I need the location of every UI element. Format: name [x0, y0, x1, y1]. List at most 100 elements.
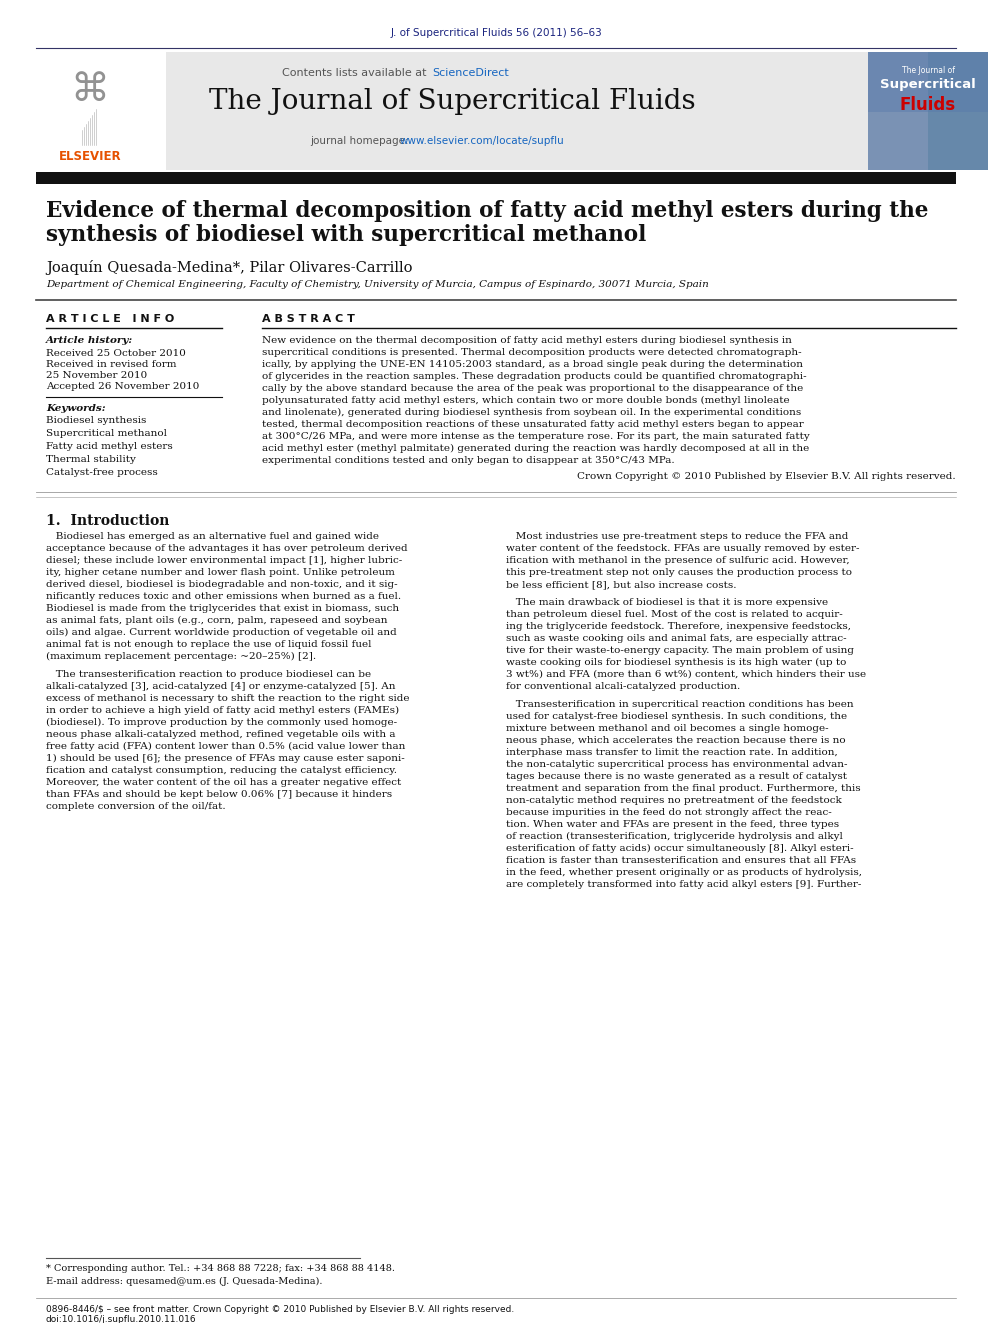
- FancyBboxPatch shape: [36, 52, 868, 169]
- Text: excess of methanol is necessary to shift the reaction to the right side: excess of methanol is necessary to shift…: [46, 695, 410, 703]
- Text: Supercritical: Supercritical: [880, 78, 976, 91]
- Text: A B S T R A C T: A B S T R A C T: [262, 314, 355, 324]
- FancyBboxPatch shape: [36, 172, 956, 184]
- Text: Most industries use pre-treatment steps to reduce the FFA and: Most industries use pre-treatment steps …: [506, 532, 848, 541]
- Text: Contents lists available at: Contents lists available at: [282, 67, 430, 78]
- Text: ⌘: ⌘: [70, 71, 109, 108]
- Text: Biodiesel has emerged as an alternative fuel and gained wide: Biodiesel has emerged as an alternative …: [46, 532, 379, 541]
- Text: doi:10.1016/j.supflu.2010.11.016: doi:10.1016/j.supflu.2010.11.016: [46, 1315, 196, 1323]
- FancyBboxPatch shape: [868, 52, 988, 169]
- Text: free fatty acid (FFA) content lower than 0.5% (acid value lower than: free fatty acid (FFA) content lower than…: [46, 742, 406, 751]
- Text: synthesis of biodiesel with supercritical methanol: synthesis of biodiesel with supercritica…: [46, 224, 646, 246]
- Text: acceptance because of the advantages it has over petroleum derived: acceptance because of the advantages it …: [46, 544, 408, 553]
- Text: diesel; these include lower environmental impact [1], higher lubric-: diesel; these include lower environmenta…: [46, 556, 402, 565]
- Text: Supercritical methanol: Supercritical methanol: [46, 429, 167, 438]
- Text: The Journal of Supercritical Fluids: The Journal of Supercritical Fluids: [208, 89, 695, 115]
- Text: as animal fats, plant oils (e.g., corn, palm, rapeseed and soybean: as animal fats, plant oils (e.g., corn, …: [46, 617, 388, 626]
- Text: 1) should be used [6]; the presence of FFAs may cause ester saponi-: 1) should be used [6]; the presence of F…: [46, 754, 405, 763]
- Text: waste cooking oils for biodiesel synthesis is its high water (up to: waste cooking oils for biodiesel synthes…: [506, 658, 846, 667]
- Text: www.elsevier.com/locate/supflu: www.elsevier.com/locate/supflu: [400, 136, 564, 146]
- Text: E-mail address: quesamed@um.es (J. Quesada-Medina).: E-mail address: quesamed@um.es (J. Quesa…: [46, 1277, 322, 1286]
- FancyBboxPatch shape: [36, 52, 166, 169]
- Text: this pre-treatment step not only causes the production process to: this pre-treatment step not only causes …: [506, 568, 852, 577]
- FancyBboxPatch shape: [868, 52, 928, 169]
- Text: the non-catalytic supercritical process has environmental advan-: the non-catalytic supercritical process …: [506, 759, 847, 769]
- Text: neous phase alkali-catalyzed method, refined vegetable oils with a: neous phase alkali-catalyzed method, ref…: [46, 730, 396, 740]
- Text: oils) and algae. Current worldwide production of vegetable oil and: oils) and algae. Current worldwide produ…: [46, 628, 397, 638]
- Text: A R T I C L E   I N F O: A R T I C L E I N F O: [46, 314, 175, 324]
- Text: tested, thermal decomposition reactions of these unsaturated fatty acid methyl e: tested, thermal decomposition reactions …: [262, 419, 804, 429]
- Text: Department of Chemical Engineering, Faculty of Chemistry, University of Murcia, : Department of Chemical Engineering, Facu…: [46, 280, 708, 288]
- Text: Thermal stability: Thermal stability: [46, 455, 136, 464]
- Text: Evidence of thermal decomposition of fatty acid methyl esters during the: Evidence of thermal decomposition of fat…: [46, 200, 929, 222]
- Text: ity, higher cetane number and lower flash point. Unlike petroleum: ity, higher cetane number and lower flas…: [46, 568, 395, 577]
- Text: be less efficient [8], but also increase costs.: be less efficient [8], but also increase…: [506, 579, 736, 589]
- Text: at 300°C/26 MPa, and were more intense as the temperature rose. For its part, th: at 300°C/26 MPa, and were more intense a…: [262, 433, 809, 441]
- Text: ically, by applying the UNE-EN 14105:2003 standard, as a broad single peak durin: ically, by applying the UNE-EN 14105:200…: [262, 360, 803, 369]
- Text: (biodiesel). To improve production by the commonly used homoge-: (biodiesel). To improve production by th…: [46, 718, 397, 728]
- Text: animal fat is not enough to replace the use of liquid fossil fuel: animal fat is not enough to replace the …: [46, 640, 371, 650]
- Text: 25 November 2010: 25 November 2010: [46, 370, 147, 380]
- Text: because impurities in the feed do not strongly affect the reac-: because impurities in the feed do not st…: [506, 808, 831, 818]
- Text: complete conversion of the oil/fat.: complete conversion of the oil/fat.: [46, 802, 225, 811]
- Text: of reaction (transesterification, triglyceride hydrolysis and alkyl: of reaction (transesterification, trigly…: [506, 832, 843, 841]
- Text: alkali-catalyzed [3], acid-catalyzed [4] or enzyme-catalyzed [5]. An: alkali-catalyzed [3], acid-catalyzed [4]…: [46, 681, 396, 691]
- Text: nificantly reduces toxic and other emissions when burned as a fuel.: nificantly reduces toxic and other emiss…: [46, 591, 401, 601]
- Text: acid methyl ester (methyl palmitate) generated during the reaction was hardly de: acid methyl ester (methyl palmitate) gen…: [262, 445, 809, 452]
- Text: * Corresponding author. Tel.: +34 868 88 7228; fax: +34 868 88 4148.: * Corresponding author. Tel.: +34 868 88…: [46, 1263, 395, 1273]
- Text: are completely transformed into fatty acid alkyl esters [9]. Further-: are completely transformed into fatty ac…: [506, 880, 861, 889]
- Text: Fatty acid methyl esters: Fatty acid methyl esters: [46, 442, 173, 451]
- Text: Biodiesel synthesis: Biodiesel synthesis: [46, 415, 147, 425]
- Text: neous phase, which accelerates the reaction because there is no: neous phase, which accelerates the react…: [506, 736, 845, 745]
- Text: Article history:: Article history:: [46, 336, 133, 345]
- Text: journal homepage:: journal homepage:: [310, 136, 412, 146]
- Text: than FFAs and should be kept below 0.06% [7] because it hinders: than FFAs and should be kept below 0.06%…: [46, 790, 392, 799]
- Text: fication and catalyst consumption, reducing the catalyst efficiency.: fication and catalyst consumption, reduc…: [46, 766, 397, 775]
- Text: in order to achieve a high yield of fatty acid methyl esters (FAMEs): in order to achieve a high yield of fatt…: [46, 706, 399, 716]
- Text: Accepted 26 November 2010: Accepted 26 November 2010: [46, 382, 199, 392]
- Text: such as waste cooking oils and animal fats, are especially attrac-: such as waste cooking oils and animal fa…: [506, 634, 846, 643]
- Text: Transesterification in supercritical reaction conditions has been: Transesterification in supercritical rea…: [506, 700, 854, 709]
- Text: ELSEVIER: ELSEVIER: [59, 149, 121, 163]
- Text: cally by the above standard because the area of the peak was proportional to the: cally by the above standard because the …: [262, 384, 804, 393]
- Text: ScienceDirect: ScienceDirect: [432, 67, 509, 78]
- Text: Keywords:: Keywords:: [46, 404, 105, 413]
- FancyBboxPatch shape: [868, 52, 988, 112]
- Text: Fluids: Fluids: [900, 97, 956, 114]
- Text: water content of the feedstock. FFAs are usually removed by ester-: water content of the feedstock. FFAs are…: [506, 544, 859, 553]
- Text: derived diesel, biodiesel is biodegradable and non-toxic, and it sig-: derived diesel, biodiesel is biodegradab…: [46, 579, 398, 589]
- Text: tages because there is no waste generated as a result of catalyst: tages because there is no waste generate…: [506, 773, 847, 781]
- Text: used for catalyst-free biodiesel synthesis. In such conditions, the: used for catalyst-free biodiesel synthes…: [506, 712, 847, 721]
- Text: The Journal of: The Journal of: [902, 66, 954, 75]
- Text: (maximum replacement percentage: ~20–25%) [2].: (maximum replacement percentage: ~20–25%…: [46, 652, 316, 662]
- Text: 3 wt%) and FFA (more than 6 wt%) content, which hinders their use: 3 wt%) and FFA (more than 6 wt%) content…: [506, 669, 866, 679]
- Text: non-catalytic method requires no pretreatment of the feedstock: non-catalytic method requires no pretrea…: [506, 796, 842, 804]
- Text: and linolenate), generated during biodiesel synthesis from soybean oil. In the e: and linolenate), generated during biodie…: [262, 407, 802, 417]
- Text: interphase mass transfer to limit the reaction rate. In addition,: interphase mass transfer to limit the re…: [506, 747, 838, 757]
- Text: ing the triglyceride feedstock. Therefore, inexpensive feedstocks,: ing the triglyceride feedstock. Therefor…: [506, 622, 851, 631]
- Text: mixture between methanol and oil becomes a single homoge-: mixture between methanol and oil becomes…: [506, 724, 828, 733]
- Text: 0896-8446/$ – see front matter. Crown Copyright © 2010 Published by Elsevier B.V: 0896-8446/$ – see front matter. Crown Co…: [46, 1304, 514, 1314]
- Text: tion. When water and FFAs are present in the feed, three types: tion. When water and FFAs are present in…: [506, 820, 839, 830]
- Text: for conventional alcali-catalyzed production.: for conventional alcali-catalyzed produc…: [506, 681, 740, 691]
- Text: treatment and separation from the final product. Furthermore, this: treatment and separation from the final …: [506, 785, 861, 792]
- Text: ification with methanol in the presence of sulfuric acid. However,: ification with methanol in the presence …: [506, 556, 849, 565]
- Text: experimental conditions tested and only began to disappear at 350°C/43 MPa.: experimental conditions tested and only …: [262, 456, 675, 464]
- Text: polyunsaturated fatty acid methyl esters, which contain two or more double bonds: polyunsaturated fatty acid methyl esters…: [262, 396, 790, 405]
- Text: Received in revised form: Received in revised form: [46, 360, 177, 369]
- Text: esterification of fatty acids) occur simultaneously [8]. Alkyl esteri-: esterification of fatty acids) occur sim…: [506, 844, 854, 853]
- Text: tive for their waste-to-energy capacity. The main problem of using: tive for their waste-to-energy capacity.…: [506, 646, 854, 655]
- Text: than petroleum diesel fuel. Most of the cost is related to acquir-: than petroleum diesel fuel. Most of the …: [506, 610, 843, 619]
- Text: J. of Supercritical Fluids 56 (2011) 56–63: J. of Supercritical Fluids 56 (2011) 56–…: [390, 28, 602, 38]
- Text: Catalyst-free process: Catalyst-free process: [46, 468, 158, 478]
- Text: Moreover, the water content of the oil has a greater negative effect: Moreover, the water content of the oil h…: [46, 778, 401, 787]
- Text: Received 25 October 2010: Received 25 October 2010: [46, 349, 186, 359]
- Text: Biodiesel is made from the triglycerides that exist in biomass, such: Biodiesel is made from the triglycerides…: [46, 605, 399, 613]
- Text: fication is faster than transesterification and ensures that all FFAs: fication is faster than transesterificat…: [506, 856, 856, 865]
- Text: supercritical conditions is presented. Thermal decomposition products were detec: supercritical conditions is presented. T…: [262, 348, 802, 357]
- Text: in the feed, whether present originally or as products of hydrolysis,: in the feed, whether present originally …: [506, 868, 862, 877]
- Text: 1.  Introduction: 1. Introduction: [46, 515, 170, 528]
- Text: Joaquín Quesada-Medina*, Pilar Olivares-Carrillo: Joaquín Quesada-Medina*, Pilar Olivares-…: [46, 261, 413, 275]
- Text: New evidence on the thermal decomposition of fatty acid methyl esters during bio: New evidence on the thermal decompositio…: [262, 336, 792, 345]
- Text: Crown Copyright © 2010 Published by Elsevier B.V. All rights reserved.: Crown Copyright © 2010 Published by Else…: [577, 472, 956, 482]
